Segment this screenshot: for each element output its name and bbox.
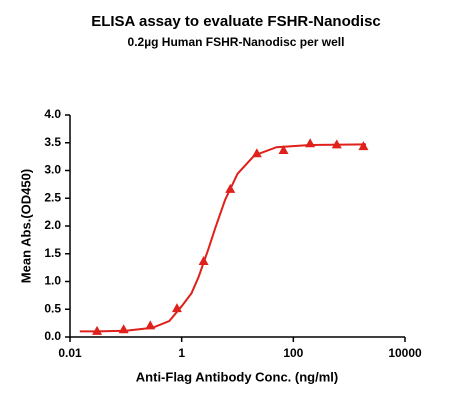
y-tick-label: 4.0 bbox=[44, 107, 61, 121]
y-tick-label: 3.5 bbox=[44, 135, 61, 149]
x-tick-label: 10000 bbox=[388, 346, 422, 360]
data-point bbox=[251, 148, 262, 158]
data-point bbox=[198, 255, 209, 265]
data-point bbox=[92, 325, 103, 335]
y-tick-label: 1.5 bbox=[44, 246, 61, 260]
data-point bbox=[171, 303, 182, 313]
x-tick-label: 1 bbox=[178, 346, 185, 360]
data-point bbox=[278, 144, 289, 154]
x-axis-label: Anti-Flag Antibody Conc. (ng/ml) bbox=[136, 369, 338, 384]
data-point bbox=[145, 320, 156, 330]
data-point bbox=[118, 324, 129, 334]
y-tick-label: 2.5 bbox=[44, 190, 61, 204]
data-point bbox=[331, 139, 342, 149]
x-tick-label: 100 bbox=[283, 346, 303, 360]
chart-title: ELISA assay to evaluate FSHR-Nanodisc bbox=[91, 13, 381, 30]
y-tick-label: 3.0 bbox=[44, 163, 61, 177]
y-tick-label: 0.0 bbox=[44, 329, 61, 343]
y-axis-label: Mean Abs.(OD450) bbox=[18, 169, 33, 283]
data-point bbox=[358, 141, 369, 151]
x-tick-label: 0.01 bbox=[58, 346, 82, 360]
y-tick-label: 1.0 bbox=[44, 274, 61, 288]
y-tick-label: 2.0 bbox=[44, 218, 61, 232]
data-point bbox=[305, 138, 316, 148]
fit-curve bbox=[79, 143, 367, 333]
chart-subtitle: 0.2µg Human FSHR-Nanodisc per well bbox=[128, 35, 345, 49]
y-tick-label: 0.5 bbox=[44, 301, 61, 315]
data-point bbox=[225, 183, 236, 193]
